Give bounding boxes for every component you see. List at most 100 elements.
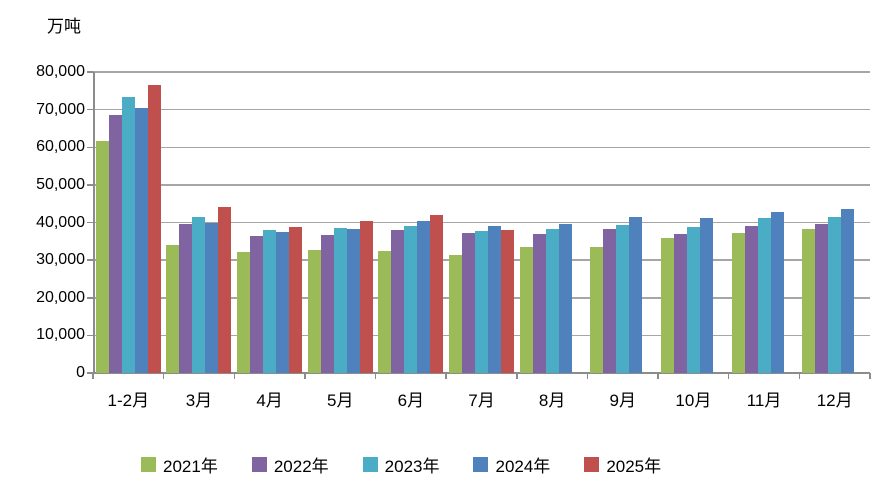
bar-2021年-10月 [660,238,674,373]
y-axis-tick [87,184,93,186]
y-axis-line [93,72,95,374]
legend-item-2023年: 2023年 [362,452,439,477]
legend: 2021年 2022年 2023年 2024年 2025年 [141,452,661,477]
bar-2023年-9月 [616,225,630,373]
bar-2021年-5月 [307,249,321,373]
x-axis-tick-label: 7月 [468,391,495,410]
bar-2021年-4月 [237,251,251,373]
x-axis-tick [586,373,589,379]
bar-2021年-3月 [166,244,180,373]
legend-swatch-icon [251,457,267,472]
bar-2021年-8月 [519,246,533,373]
x-axis-tick [727,373,730,379]
bar-2024年-9月 [629,217,643,373]
y-axis-tick-label: 10,000 [36,326,85,344]
legend-label: 2024年 [495,457,551,476]
bar-2021年-6月 [378,251,392,373]
x-axis-tick-label: 3月 [185,391,213,410]
x-axis-tick-label: 11月 [746,391,782,410]
x-axis-tick [869,373,871,379]
gridline [93,221,870,224]
y-axis-tick-label: 20,000 [36,288,85,306]
y-axis-tick [87,108,93,111]
bar-2024年-12月 [841,208,855,373]
x-axis-tick [516,373,518,379]
bar-group [517,72,588,373]
y-axis-unit-label: 万吨 [47,17,81,36]
bar-group [93,72,164,373]
bar-group [729,72,800,373]
bar-2022年-3月 [179,224,193,373]
legend-swatch-icon [473,457,489,472]
y-axis-tick [87,372,93,374]
gridline [93,146,870,148]
bar-group [305,72,376,373]
bar-2025年-5月 [359,221,373,373]
bar-2024年-3月 [205,222,219,373]
bar-2024年-10月 [699,218,713,373]
bar-2025年-3月 [218,207,232,373]
x-axis-tick-label: 6月 [397,391,425,410]
y-axis-tick [87,221,93,224]
bar-2023年-3月 [192,216,206,373]
legend-label: 2022年 [273,457,329,476]
gridline [93,71,870,73]
legend-label: 2021年 [163,457,218,476]
x-axis-tick [162,373,165,379]
bar-2023年-8月 [545,229,559,373]
bar-2023年-1-2月 [121,96,135,373]
bar-2025年-6月 [430,214,444,373]
legend-swatch-icon [141,457,156,472]
legend-item-2021年: 2021年 [141,452,218,477]
legend-swatch-icon [362,457,378,472]
bar-2022年-10月 [673,234,687,373]
bar-2021年-7月 [448,254,462,373]
bar-2022年-9月 [603,228,617,373]
y-axis-tick-label: 50,000 [36,175,85,193]
bar-2024年-1-2月 [134,107,148,373]
x-axis-tick [798,373,801,379]
y-axis-tick [87,146,93,148]
bar-2023年-12月 [828,217,842,373]
x-axis-tick-label: 10月 [675,391,712,410]
bar-2021年-12月 [802,229,816,373]
y-axis-tick-label: 30,000 [36,251,85,269]
x-axis-tick-label: 4月 [256,391,283,410]
bar-2022年-12月 [815,223,829,373]
bar-2023年-6月 [404,226,418,373]
x-axis-tick-label: 5月 [326,391,354,410]
bar-2022年-5月 [320,234,334,373]
bar-2024年-11月 [770,212,784,373]
legend-item-2022年: 2022年 [251,452,329,477]
bar-2021年-11月 [731,233,745,373]
bar-group [446,72,517,373]
bar-2024年-4月 [276,232,290,373]
y-axis-tick-label: 60,000 [36,138,85,156]
x-axis-tick-label: 1-2月 [107,391,150,410]
bar-group [376,72,447,373]
bar-group [587,72,658,373]
bar-2022年-7月 [461,232,475,373]
x-axis-tick [374,373,377,379]
x-axis-tick [445,373,447,379]
bar-2023年-4月 [263,230,277,373]
y-axis-tick-label: 0 [76,364,85,381]
legend-swatch-icon [584,457,600,472]
bar-2021年-1-2月 [95,140,109,373]
y-axis-tick [87,297,93,299]
x-axis-tick-label: 8月 [538,391,566,410]
bar-group [658,72,729,373]
bar-group [164,72,235,373]
y-axis-tick [87,259,93,261]
x-axis-tick-label: 12月 [816,391,853,410]
bar-2023年-10月 [686,227,700,373]
bar-2024年-6月 [417,220,431,373]
bar-2022年-8月 [532,233,546,373]
bar-2025年-7月 [500,229,514,373]
bar-2022年-11月 [744,226,758,373]
plot-area [93,71,870,374]
x-axis-tick-label: 9月 [609,391,636,410]
bar-2022年-1-2月 [108,114,122,373]
bar-2023年-7月 [474,230,488,373]
